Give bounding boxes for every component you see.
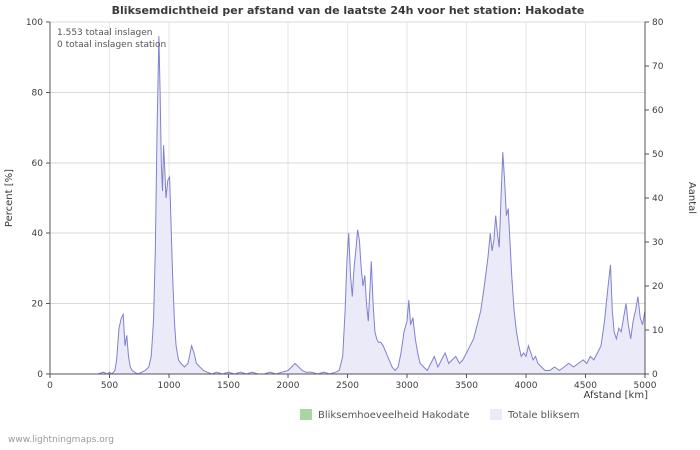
x-axis-label: Afstand [km] [584,390,649,401]
y-axis-label-left: Percent [%] [4,169,15,227]
svg-text:100: 100 [26,18,43,28]
svg-text:1000: 1000 [158,381,181,391]
chart-title: Bliksemdichtheid per afstand van de laat… [112,4,585,17]
svg-text:3500: 3500 [455,381,478,391]
svg-text:4000: 4000 [515,381,538,391]
svg-text:5000: 5000 [634,381,657,391]
svg-text:500: 500 [101,381,118,391]
svg-text:30: 30 [652,238,664,248]
series-area [50,36,645,374]
svg-text:4500: 4500 [574,381,597,391]
svg-text:0: 0 [37,370,43,380]
svg-text:0: 0 [652,370,658,380]
svg-text:2000: 2000 [277,381,300,391]
svg-text:40: 40 [32,229,44,239]
legend-swatch-total [490,409,502,420]
legend-label-station: Bliksemhoeveelheid Hakodate [318,410,469,421]
chart-series [50,36,646,375]
watermark-lightningmaps: www.lightningmaps.org [8,435,114,445]
svg-text:20: 20 [32,300,44,310]
svg-text:40: 40 [652,194,664,204]
svg-text:20: 20 [652,282,664,292]
legend-swatch-station [300,409,312,420]
svg-text:0: 0 [47,381,53,391]
legend-label-total: Totale bliksem [507,410,579,421]
svg-text:3000: 3000 [396,381,419,391]
svg-text:2500: 2500 [336,381,359,391]
axes [46,21,649,378]
annotation-station-strikes: 0 totaal inslagen station [57,40,166,50]
svg-text:50: 50 [652,150,664,160]
svg-text:60: 60 [32,159,44,169]
tick-labels: 0 500 1000 1500 2000 2500 3000 3500 4000 4500 5000… [26,18,664,391]
gridlines [50,21,645,374]
svg-text:10: 10 [652,326,664,336]
svg-text:60: 60 [652,106,664,116]
y-axis-label-right: Aantal [686,182,697,214]
annotation-total-strikes: 1.553 totaal inslagen [57,28,152,38]
svg-text:1500: 1500 [217,381,240,391]
legend: Bliksemhoeveelheid Hakodate Totale bliks… [300,409,579,421]
svg-text:70: 70 [652,62,664,72]
svg-text:80: 80 [652,18,664,28]
series-line [50,36,646,375]
svg-text:80: 80 [32,88,44,98]
